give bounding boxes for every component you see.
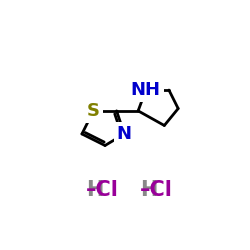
Text: H: H (86, 180, 104, 200)
Text: –Cl: –Cl (86, 180, 119, 200)
Text: N: N (117, 125, 132, 143)
Text: NH: NH (131, 81, 161, 99)
Text: –Cl: –Cl (140, 180, 173, 200)
Text: S: S (87, 102, 100, 120)
Text: H: H (140, 180, 158, 200)
